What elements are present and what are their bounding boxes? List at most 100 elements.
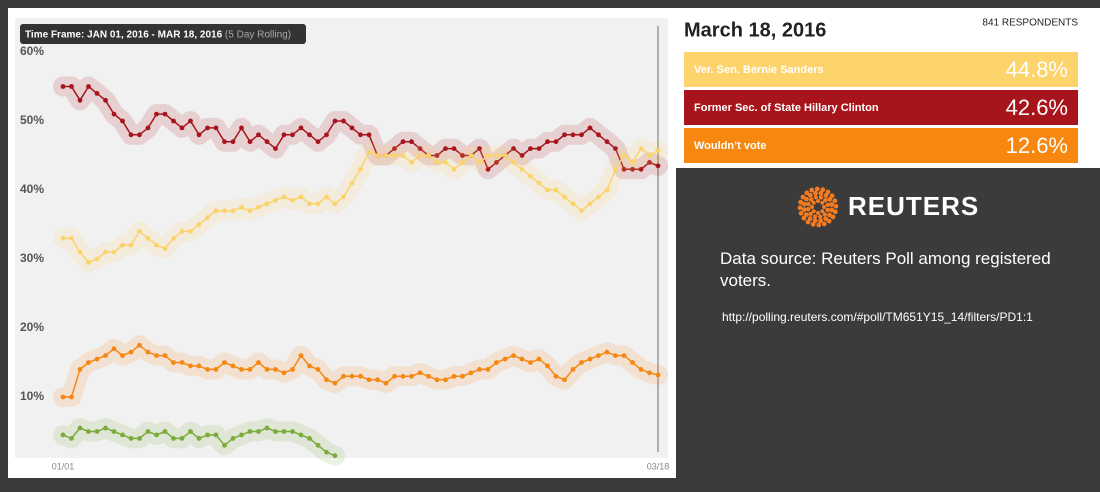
data-point	[536, 180, 542, 186]
data-point	[638, 146, 644, 152]
data-point	[247, 208, 253, 214]
data-point	[596, 194, 601, 200]
data-point	[103, 425, 108, 431]
logo-dot	[829, 207, 835, 213]
x-tick-label: 03/18	[647, 461, 670, 471]
y-tick-label: 30%	[20, 251, 44, 265]
data-point	[443, 160, 448, 165]
data-point	[154, 432, 159, 438]
data-point	[264, 201, 270, 207]
source-box: Data source: Reuters Poll among register…	[720, 249, 1051, 290]
logo-dot	[830, 214, 836, 220]
data-point	[375, 153, 380, 158]
logo-dot	[801, 201, 807, 207]
summary-row	[684, 90, 1078, 125]
summary-name: Wouldn’t vote	[694, 140, 767, 152]
data-point	[145, 349, 151, 355]
data-point	[86, 260, 91, 265]
data-point	[511, 160, 516, 165]
data-point	[460, 373, 465, 379]
logo-dot	[816, 199, 820, 203]
data-point	[205, 125, 210, 131]
data-point	[290, 367, 295, 372]
logo-dot	[798, 199, 804, 205]
data-point	[409, 139, 414, 145]
data-point	[120, 118, 125, 124]
data-point	[545, 187, 550, 193]
logo-dot	[820, 187, 826, 193]
data-point	[171, 360, 176, 365]
logo-dot	[827, 196, 833, 202]
data-point	[213, 432, 219, 438]
time-frame-text: Time Frame: JAN 01, 2016 - MAR 18, 2016	[25, 29, 223, 40]
summary-value: 12.6%	[1006, 133, 1068, 158]
data-point	[519, 153, 525, 158]
data-point	[264, 367, 270, 372]
data-point	[128, 349, 134, 355]
data-point	[587, 201, 593, 207]
data-point	[502, 356, 508, 362]
data-point	[298, 125, 304, 131]
data-point	[460, 153, 465, 158]
logo-dot	[801, 215, 807, 221]
data-point	[188, 429, 193, 434]
logo-dot	[813, 190, 818, 196]
data-point	[358, 373, 363, 379]
data-point	[307, 363, 312, 369]
data-point	[315, 442, 321, 448]
data-point	[536, 146, 542, 152]
logo-dot	[813, 195, 818, 200]
x-tick-label: 01/01	[52, 461, 75, 471]
data-point	[60, 394, 66, 400]
data-point	[145, 235, 151, 241]
data-point	[256, 429, 261, 434]
source: Data source: Reuters Poll among register…	[720, 249, 1051, 290]
data-point	[613, 146, 618, 152]
data-point	[332, 118, 338, 124]
data-point	[366, 377, 372, 383]
data-point	[77, 97, 83, 103]
time-frame-box	[20, 24, 306, 44]
data-point	[621, 153, 627, 158]
data-point	[570, 201, 576, 207]
logo-dot	[810, 205, 814, 209]
data-point	[179, 360, 185, 365]
time-frame-note: (5 Day Rolling)	[225, 29, 291, 40]
data-point	[264, 139, 270, 145]
logo-dot	[812, 214, 818, 219]
data-point	[494, 160, 499, 165]
data-point	[128, 436, 134, 441]
summary-value: 44.8%	[1006, 57, 1068, 82]
logo-dot	[825, 189, 831, 195]
data-point	[494, 360, 499, 365]
logo-dot	[832, 209, 838, 215]
data-point	[341, 373, 346, 379]
y-tick-label: 60%	[20, 44, 44, 58]
data-point	[230, 363, 236, 369]
data-point	[171, 235, 176, 241]
data-point	[621, 166, 627, 172]
data-point	[392, 153, 397, 158]
data-point	[570, 132, 576, 138]
data-point	[443, 377, 448, 383]
data-point	[205, 367, 210, 372]
logo-dot	[818, 195, 824, 200]
data-point	[273, 429, 278, 434]
data-point	[281, 429, 287, 434]
data-point	[324, 377, 329, 383]
data-point	[222, 208, 227, 214]
data-point	[417, 146, 423, 152]
data-point	[154, 111, 159, 117]
data-point	[426, 153, 431, 158]
data-point	[494, 153, 499, 158]
data-point	[315, 201, 321, 207]
data-point	[111, 429, 117, 434]
data-point	[111, 249, 117, 255]
y-tick-label: 40%	[20, 182, 44, 196]
data-point	[366, 149, 372, 155]
data-point	[655, 148, 661, 154]
data-point	[392, 146, 397, 152]
data-point	[230, 436, 236, 441]
data-point	[162, 111, 168, 117]
